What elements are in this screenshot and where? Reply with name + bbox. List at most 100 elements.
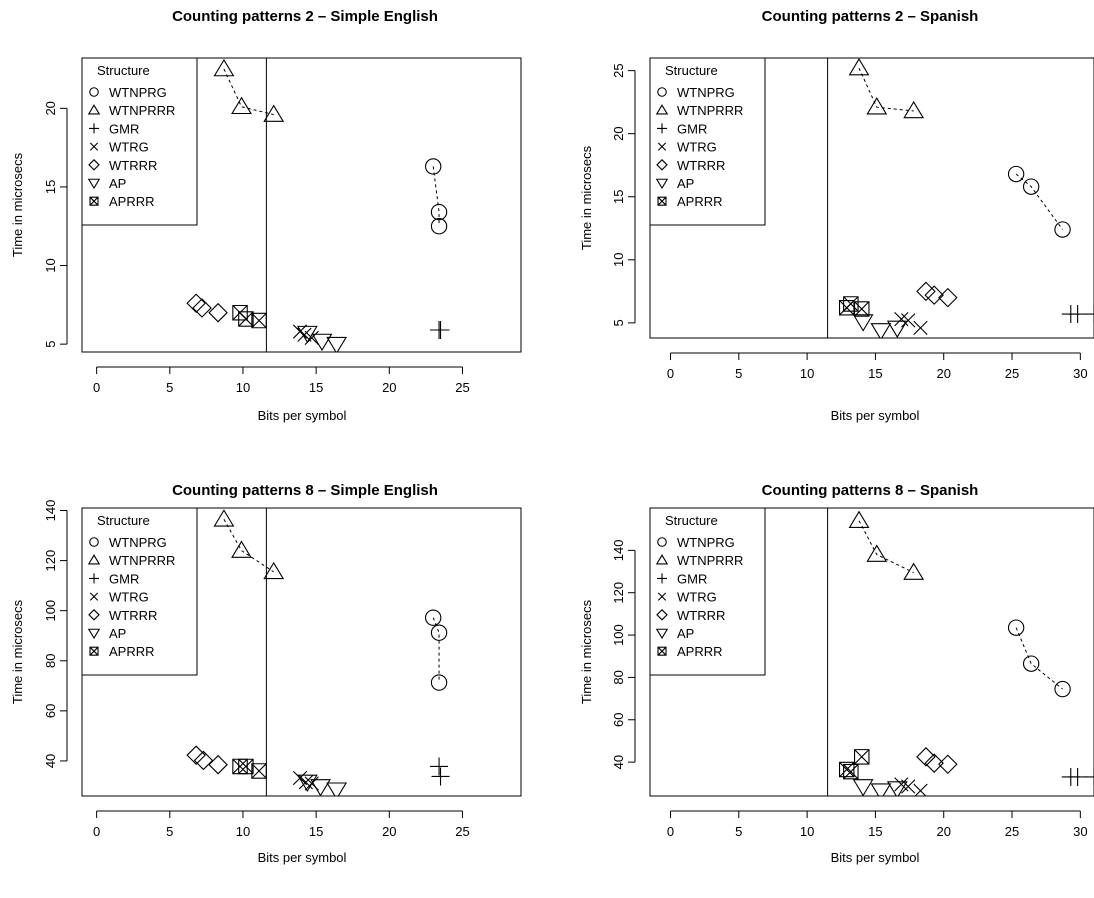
data-point-ap: [886, 320, 908, 338]
data-point-wtnprg: [1054, 680, 1071, 698]
data-point-wtnprrr: [866, 97, 888, 115]
series-wtnprrr: [848, 58, 925, 119]
x-tick-label: 10: [236, 380, 250, 395]
data-point-gmr: [1085, 305, 1094, 324]
data-point-wtnprg: [1022, 655, 1040, 672]
x-axis-label: Bits per symbol: [258, 408, 347, 423]
y-axis-label: Time in microsecs: [10, 599, 25, 704]
legend-symbol-wtnprg: [89, 87, 99, 97]
series-wtnprg: [1007, 619, 1071, 698]
legend-title: Structure: [665, 63, 718, 78]
data-point-gmr: [1068, 767, 1087, 786]
y-axis: 5 10 15 20 25: [611, 63, 636, 326]
legend-label-wtnprrr: WTNPRRR: [677, 553, 743, 568]
data-point-wtrrr: [924, 285, 944, 305]
y-tick-label: 20: [611, 126, 626, 140]
legend-label-ap: AP: [677, 626, 694, 641]
legend-label-wtrg: WTRG: [109, 140, 149, 155]
y-tick-label: 100: [611, 624, 626, 646]
series-gmr: [430, 320, 450, 339]
chart-title: Counting patterns 8 – Simple English: [172, 482, 438, 499]
legend-symbol-wtrg: [657, 592, 667, 601]
series-line: [223, 519, 274, 573]
data-point-wtrrr: [208, 754, 228, 775]
legend-symbol-wtnprg: [657, 537, 667, 547]
data-point-wtnprrr: [231, 96, 252, 115]
series-ap: [852, 779, 908, 796]
y-axis-label: Time in microsecs: [10, 152, 25, 257]
y-tick-label: 120: [43, 550, 58, 572]
legend-symbol-aprrr: [657, 196, 667, 206]
series-gmr: [1061, 767, 1094, 786]
data-point-wtrrr: [938, 754, 958, 775]
x-tick-label: 25: [1005, 824, 1019, 839]
series-line: [223, 68, 274, 116]
legend-box: [649, 57, 766, 226]
legend-label-aprrr: APRRR: [109, 644, 155, 659]
chart-panel-4: Counting patterns 8 – Spanish 0 5 10 15 20 25 3…: [579, 482, 1094, 865]
legend-symbol-wtrrr: [88, 609, 100, 621]
legend-symbol-ap: [655, 178, 669, 190]
chart-panel-2: Counting patterns 2 – Spanish 0 5 10 15 20 25 3…: [579, 8, 1094, 423]
data-point-wtrg: [292, 324, 308, 339]
legend-symbol-ap: [87, 178, 101, 190]
y-tick-label: 60: [611, 713, 626, 727]
legend-symbol-wtnprrr: [87, 104, 101, 115]
y-tick-label: 120: [611, 582, 626, 604]
legend-label-aprrr: APRRR: [109, 194, 155, 209]
x-axis-label: Bits per symbol: [831, 408, 920, 423]
plot-area: [186, 58, 450, 352]
data-point-wtnprrr: [903, 100, 925, 119]
data-point-wtnprg: [430, 203, 448, 221]
data-point-wtrg: [913, 320, 928, 336]
legend-label-wtrrr: WTRRR: [109, 608, 157, 623]
data-point-aprrr: [843, 763, 859, 780]
legend-label-wtnprg: WTNPRG: [109, 85, 167, 100]
data-point-gmr: [431, 767, 450, 786]
data-point-ap: [870, 783, 892, 796]
data-point-wtrrr: [916, 747, 936, 767]
x-tick-label: 20: [382, 380, 396, 395]
data-point-wtnprg: [1022, 178, 1040, 195]
series-wtrg: [292, 770, 319, 791]
data-point-wtrrr: [192, 298, 212, 318]
data-point-wtnprg: [430, 674, 448, 691]
legend-symbol-wtrg: [89, 142, 99, 151]
x-axis: 0 5 10 15 20 25: [93, 810, 470, 839]
legend-label-wtrg: WTRG: [677, 140, 717, 155]
x-axis-label: Bits per symbol: [258, 850, 347, 865]
legend-symbol-wtrg: [657, 142, 667, 151]
series-wtrrr: [186, 293, 228, 323]
data-point-wtrrr: [938, 287, 958, 308]
series-wtnprrr: [213, 58, 285, 122]
series-line: [1015, 627, 1063, 690]
legend-label-wtrg: WTRG: [677, 590, 717, 605]
legend-label-gmr: GMR: [109, 121, 139, 136]
data-point-wtnprg: [425, 609, 442, 626]
y-tick-label: 40: [611, 755, 626, 769]
x-tick-label: 5: [735, 366, 742, 381]
chart-title: Counting patterns 2 – Spanish: [762, 8, 979, 25]
legend-symbol-wtrrr: [656, 609, 668, 621]
legend-label-wtnprrr: WTNPRRR: [109, 103, 175, 118]
legend-label-ap: AP: [109, 626, 126, 641]
series-gmr: [430, 757, 450, 786]
x-tick-label: 15: [309, 824, 323, 839]
y-axis-label: Time in microsecs: [579, 145, 594, 250]
legend-symbol-wtrrr: [88, 159, 100, 171]
legend-symbol-wtrg: [89, 592, 99, 601]
y-axis-label: Time in microsecs: [579, 599, 594, 704]
legend: Structure WTNPRG WTNPRRR GMR WTRG WTRRR AP APRR…: [649, 57, 766, 226]
x-tick-label: 20: [936, 824, 950, 839]
data-point-wtnprrr: [213, 58, 235, 77]
data-point-wtrrr: [924, 753, 944, 773]
y-tick-label: 140: [43, 500, 58, 522]
chart-panel-3: Counting patterns 8 – Simple English 0 5 10…: [10, 482, 522, 865]
y-axis: 5 10 15 20: [43, 101, 68, 348]
legend-label-aprrr: APRRR: [677, 194, 723, 209]
legend-label-wtnprg: WTNPRG: [677, 85, 735, 100]
x-tick-label: 30: [1073, 824, 1087, 839]
legend-label-ap: AP: [677, 176, 694, 191]
